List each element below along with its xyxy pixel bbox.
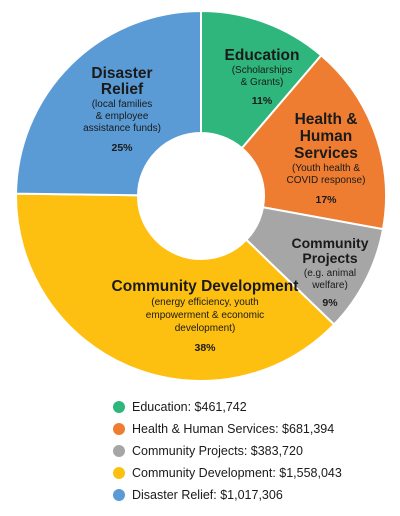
disaster-relief-title-line-0: Disaster (91, 65, 152, 82)
health-and-human-services-description-line-1: COVID response) (287, 175, 366, 186)
disaster-relief-description-line-1: & employee (96, 111, 149, 122)
legend-swatch (113, 423, 125, 435)
legend: Education: $461,742 Health & Human Servic… (113, 396, 342, 506)
legend-label: Disaster Relief: $1,017,306 (132, 488, 283, 502)
community-development-description-line-2: development) (175, 323, 236, 334)
legend-item-community-projects: Community Projects: $383,720 (113, 440, 342, 462)
health-and-human-services-title-line-0: Health & (295, 111, 358, 128)
slice-health-and-human-services (240, 53, 387, 231)
legend-item-health-and-human-services: Health & Human Services: $681,394 (113, 418, 342, 440)
education-percent-label: 11% (252, 95, 273, 107)
legend-swatch (113, 467, 125, 479)
legend-swatch (113, 489, 125, 501)
health-and-human-services-description-line-0: (Youth health & (292, 163, 360, 174)
community-development-percent-label: 38% (194, 342, 216, 354)
health-and-human-services-percent-label: 17% (315, 194, 337, 206)
education-description-line-0: (Scholarships (232, 65, 293, 76)
donut-svg: Education(Scholarships& Grants) 11% Health… (15, 9, 387, 382)
community-projects-description-line-1: welfare) (311, 280, 348, 291)
community-development-description-line-0: (energy efficiency, youth (151, 297, 258, 308)
slice-education (200, 9, 323, 150)
slice-community-development (15, 192, 336, 382)
legend-label: Community Development: $1,558,043 (132, 466, 342, 480)
legend-label: Health & Human Services: $681,394 (132, 422, 335, 436)
community-projects-percent-label: 9% (322, 297, 338, 309)
slice-disaster-relief (15, 9, 202, 197)
legend-item-community-development: Community Development: $1,558,043 (113, 462, 342, 484)
disaster-relief-description-line-2: assistance funds) (83, 123, 161, 134)
legend-swatch (113, 445, 125, 457)
community-projects-title-line-0: Community (292, 235, 369, 251)
legend-item-disaster-relief: Disaster Relief: $1,017,306 (113, 484, 342, 506)
education-title-line-0: Education (225, 47, 300, 64)
legend-swatch (113, 401, 125, 413)
legend-item-education: Education: $461,742 (113, 396, 342, 418)
legend-label: Community Projects: $383,720 (132, 444, 303, 458)
community-development-description-line-1: empowerment & economic (146, 310, 264, 321)
community-development-title-line-0: Community Development (112, 278, 299, 295)
community-projects-title-line-1: Projects (302, 250, 357, 266)
disaster-relief-title-line-1: Relief (101, 81, 144, 98)
disaster-relief-percent-label: 25% (111, 142, 133, 154)
disaster-relief-description-line-0: (local families (92, 99, 153, 110)
education-description-line-1: & Grants) (241, 77, 284, 88)
health-and-human-services-title-line-1: Human (300, 128, 353, 145)
health-and-human-services-title-line-2: Services (294, 145, 358, 162)
community-projects-description-line-0: (e.g. animal (304, 268, 356, 279)
legend-label: Education: $461,742 (132, 400, 247, 414)
